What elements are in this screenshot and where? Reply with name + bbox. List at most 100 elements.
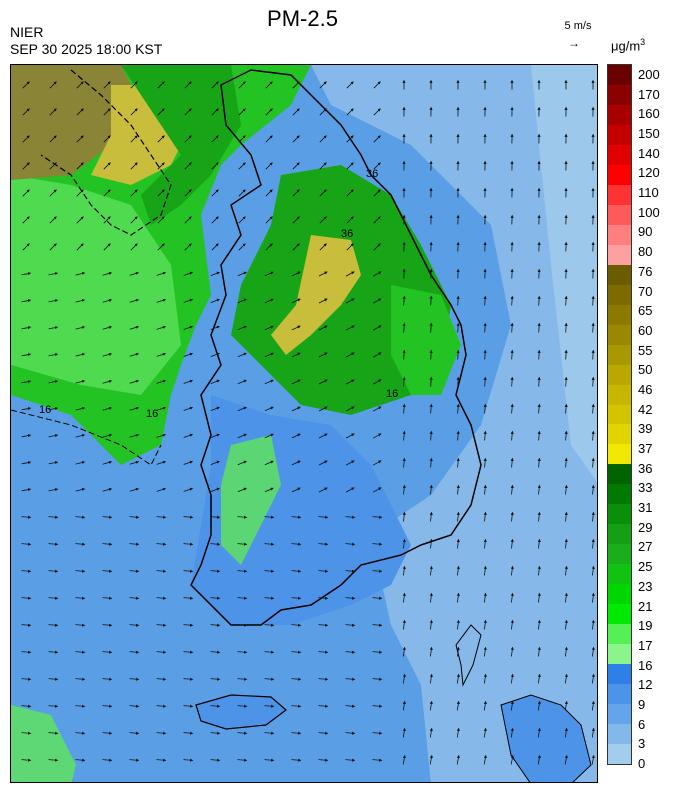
wind-arrow (429, 700, 433, 711)
colorbar-level-label: 25 (638, 559, 653, 575)
wind-arrow (319, 243, 327, 251)
wind-arrow (102, 352, 113, 357)
wind-arrow (102, 569, 113, 573)
wind-arrow (345, 379, 355, 385)
wind-arrow (372, 352, 382, 358)
wind-arrow (318, 325, 328, 331)
wind-arrow (372, 406, 382, 412)
wind-arrow (184, 135, 192, 143)
wind-arrow (238, 81, 246, 89)
wind-arrow (373, 243, 381, 251)
wind-arrow (483, 619, 487, 630)
wind-arrow (237, 542, 248, 546)
wind-arrow (291, 677, 302, 681)
wind-arrow (291, 433, 301, 439)
wind-arrow (75, 298, 86, 303)
wind-arrow (402, 349, 406, 360)
wind-arrow (48, 650, 59, 654)
wind-arrow (264, 731, 275, 735)
wind-arrow (345, 704, 356, 708)
colorbar-segment (608, 364, 631, 386)
wind-arrow (210, 352, 220, 357)
wind-arrow (564, 322, 568, 333)
wind-arrow (456, 592, 460, 603)
wind-arrow (537, 403, 541, 414)
wind-arrow (237, 298, 247, 304)
wind-arrow (75, 758, 86, 762)
wind-arrow (129, 650, 140, 654)
wind-arrow (49, 162, 57, 170)
wind-arrow (237, 379, 247, 385)
wind-arrow (210, 379, 220, 384)
wind-arrow (291, 704, 302, 708)
wind-arrow (291, 650, 302, 654)
wind-arrow (429, 565, 433, 576)
unit-exponent: 3 (640, 37, 646, 47)
wind-arrow (591, 673, 595, 684)
wind-arrow (265, 135, 273, 143)
wind-arrow (372, 623, 383, 627)
colorbar-level-label: 17 (638, 637, 653, 653)
wind-arrow (48, 488, 59, 492)
wind-arrow (102, 596, 113, 600)
wind-arrow (564, 700, 568, 711)
wind-arrow (456, 538, 460, 549)
wind-arrow (264, 460, 274, 466)
wind-arrow (75, 487, 86, 492)
colorbar-level-label: 36 (638, 460, 653, 476)
wind-arrow (591, 430, 595, 441)
wind-arrow (156, 569, 167, 573)
wind-arrow (48, 353, 59, 357)
wind-arrow (129, 731, 140, 735)
wind-arrow (22, 162, 30, 170)
colorbar-segment (608, 264, 631, 286)
wind-arrow (456, 376, 460, 387)
wind-arrow (184, 81, 192, 89)
wind-arrow (456, 322, 460, 333)
sea-lighter-east (531, 65, 597, 483)
wind-arrow (292, 189, 300, 197)
wind-arrow (264, 623, 275, 627)
wind-arrow (48, 299, 59, 303)
wind-arrow (102, 460, 113, 465)
wind-arrow (103, 108, 111, 116)
wind-arrow (564, 484, 568, 495)
wind-arrow (75, 433, 86, 438)
wind-arrow (265, 243, 273, 251)
wind-arrow (591, 295, 595, 306)
wind-arrow (129, 298, 140, 303)
colorbar-level-label: 9 (638, 696, 646, 712)
wind-arrow (103, 135, 111, 143)
wind-arrow (291, 379, 301, 385)
wind-arrow (211, 135, 219, 143)
wind-arrow (537, 430, 541, 441)
wind-arrow (183, 271, 194, 276)
colorbar-segment (608, 144, 631, 166)
wind-arrow (291, 271, 301, 277)
wind-arrow (483, 484, 487, 495)
wind-arrow (49, 81, 57, 89)
wind-arrow (156, 325, 167, 330)
wind-arrow (22, 81, 30, 89)
wind-arrow (210, 623, 221, 627)
wind-arrow (429, 673, 433, 684)
contour-label-36-north: 36 (366, 168, 378, 180)
wind-arrow (345, 325, 355, 331)
wind-arrow (75, 677, 86, 681)
colorbar-segment (608, 224, 631, 246)
jeju-island (195, 694, 287, 730)
wind-arrow (372, 758, 383, 762)
wind-arrow (591, 565, 595, 576)
wind-arrow (183, 731, 194, 735)
colorbar-segment (608, 304, 631, 326)
wind-arrow (48, 434, 59, 438)
wind-arrow (537, 619, 541, 630)
wind-arrow (537, 457, 541, 468)
colorbar-segment (608, 104, 631, 126)
wind-arrow (456, 700, 460, 711)
wind-arrow (372, 650, 383, 654)
wind-arrow (346, 135, 354, 143)
wind-arrow (237, 271, 247, 277)
wind-arrow (103, 216, 111, 224)
wind-arrow (76, 216, 84, 224)
